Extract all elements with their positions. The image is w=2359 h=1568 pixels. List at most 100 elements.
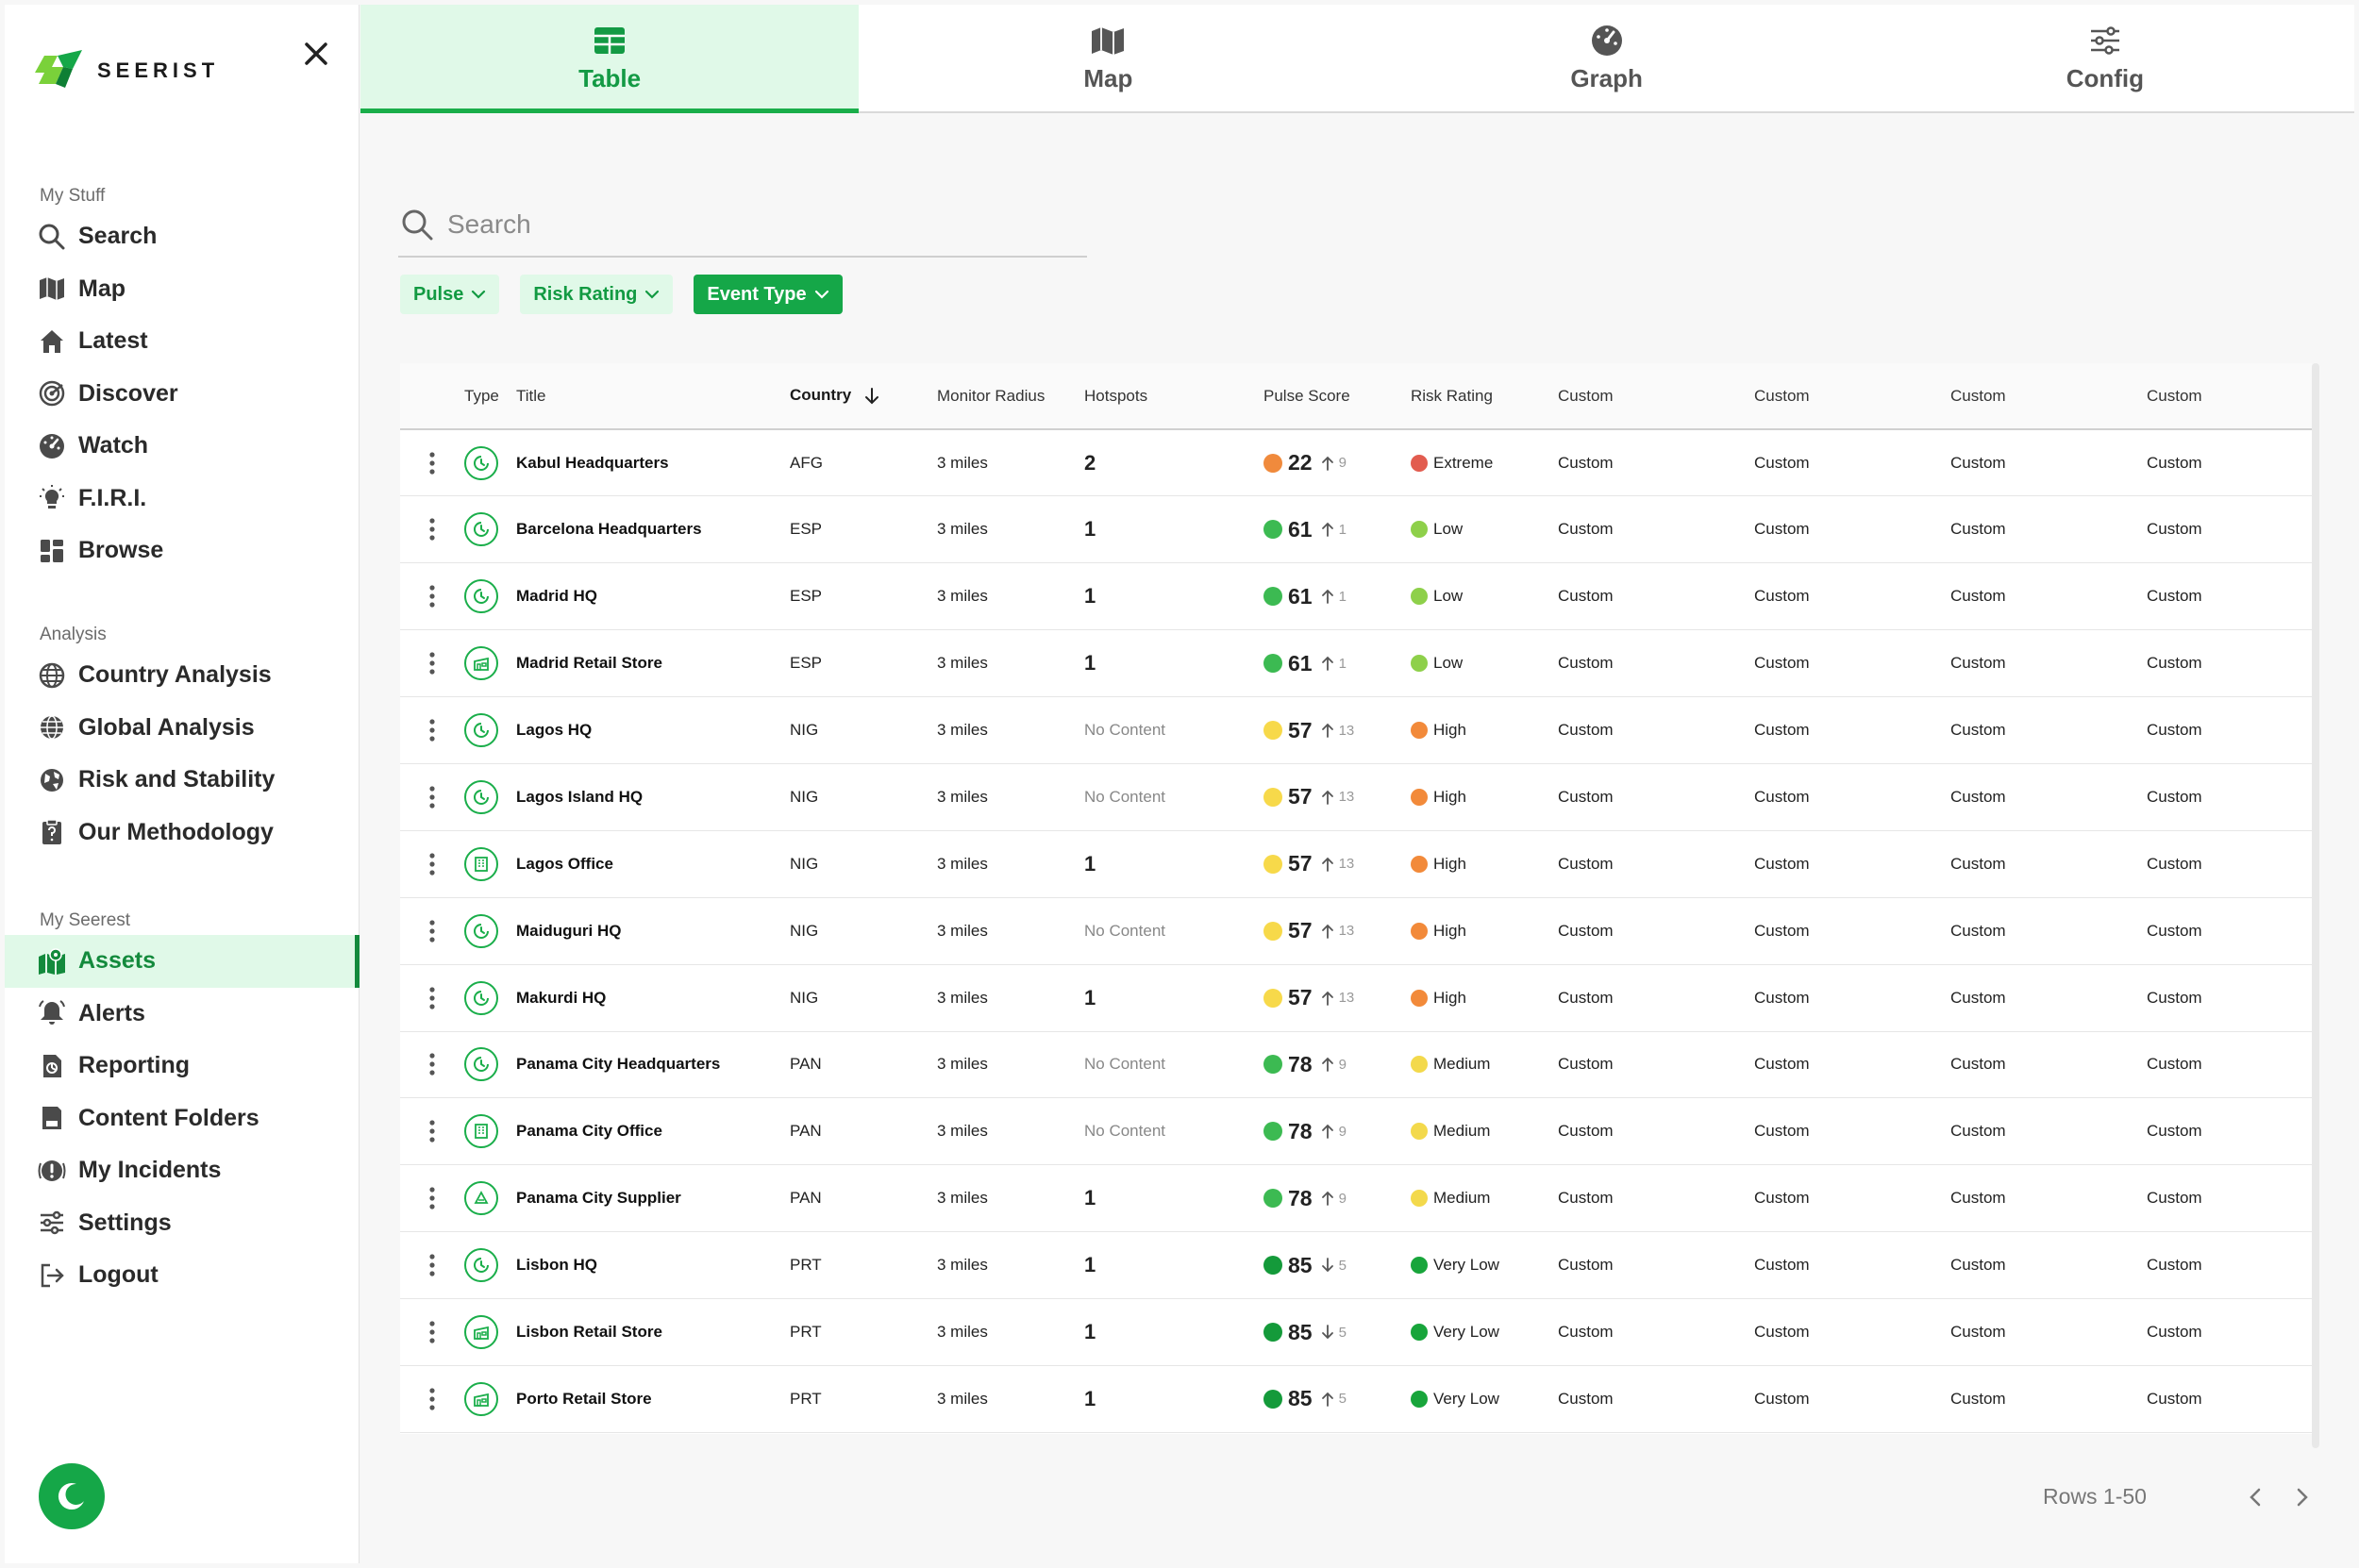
column-header-custom-11[interactable]: Custom — [2147, 363, 2312, 429]
row-menu-button[interactable] — [400, 919, 464, 943]
asset-title[interactable]: Makurdi HQ — [516, 988, 607, 1007]
column-header-pulse-score[interactable]: Pulse Score — [1263, 363, 1411, 429]
asset-title[interactable]: Panama City Supplier — [516, 1189, 681, 1208]
asset-title[interactable]: Lagos Island HQ — [516, 787, 644, 806]
row-menu-button[interactable] — [400, 1253, 464, 1277]
table-row[interactable]: Porto Retail Store PRT 3 miles 1 85 5 Very Low… — [400, 1365, 2312, 1433]
sidebar-item-discover[interactable]: Discover — [5, 368, 360, 421]
row-menu-button[interactable] — [400, 1320, 464, 1344]
asset-title[interactable]: Madrid Retail Store — [516, 654, 662, 673]
seerist-logo[interactable]: SEERIST — [31, 46, 219, 95]
table-scrollbar[interactable] — [2312, 363, 2319, 1448]
risk-rating-dot — [1411, 1056, 1428, 1074]
asset-title[interactable]: Lagos HQ — [516, 721, 593, 739]
row-menu-button[interactable] — [400, 718, 464, 742]
asset-title[interactable]: Maiduguri HQ — [516, 921, 622, 940]
sidebar-item-f-i-r-i[interactable]: F.I.R.I. — [5, 473, 360, 525]
sidebar-item-alerts[interactable]: Alerts — [5, 988, 360, 1041]
table-icon — [592, 23, 627, 58]
sidebar-item-our-methodology[interactable]: Our Methodology — [5, 807, 360, 859]
sidebar-item-risk-and-stability[interactable]: Risk and Stability — [5, 754, 360, 807]
table-row[interactable]: Lagos Office NIG 3 miles 1 57 13 High Custom Cus… — [400, 830, 2312, 898]
custom-cell: Custom — [1558, 520, 1614, 539]
row-menu-button[interactable] — [400, 986, 464, 1010]
table-row[interactable]: Makurdi HQ NIG 3 miles 1 57 13 High Custom Custo… — [400, 964, 2312, 1032]
column-header-country[interactable]: Country — [790, 363, 937, 429]
table-row[interactable]: Panama City Supplier PAN 3 miles 1 78 9 Medium… — [400, 1165, 2312, 1232]
asset-title[interactable]: Kabul Headquarters — [516, 453, 669, 472]
asset-title[interactable]: Madrid HQ — [516, 587, 597, 606]
sidebar-item-logout[interactable]: Logout — [5, 1249, 360, 1302]
asset-title[interactable]: Barcelona Headquarters — [516, 520, 702, 539]
column-header-custom-8[interactable]: Custom — [1558, 363, 1754, 429]
sidebar-item-watch[interactable]: Watch — [5, 420, 360, 473]
custom-cell: Custom — [2147, 587, 2202, 606]
column-header-risk-rating[interactable]: Risk Rating — [1411, 363, 1558, 429]
column-header-type[interactable]: Type — [464, 363, 516, 429]
row-menu-button[interactable] — [400, 1387, 464, 1411]
arrow-down-icon — [1321, 1325, 1333, 1340]
sidebar-item-search[interactable]: Search — [5, 210, 360, 263]
table-row[interactable]: Panama City Office PAN 3 miles No Content 78… — [400, 1098, 2312, 1165]
table-row[interactable]: Madrid HQ ESP 3 miles 1 61 1 Low Custom Custom Cu… — [400, 563, 2312, 630]
sidebar-item-assets[interactable]: Assets — [5, 935, 360, 988]
tab-graph[interactable]: Graph — [1358, 5, 1856, 111]
table-row[interactable]: Panama City Headquarters PAN 3 miles No Con… — [400, 1031, 2312, 1098]
table-row[interactable]: Kabul Headquarters AFG 3 miles 2 22 9 Extreme C… — [400, 429, 2312, 496]
table-row[interactable]: Lagos Island HQ NIG 3 miles No Content 57 13 H… — [400, 763, 2312, 831]
sidebar-item-settings[interactable]: Settings — [5, 1197, 360, 1250]
filter-risk-rating[interactable]: Risk Rating — [520, 275, 674, 314]
search-input[interactable] — [447, 209, 1051, 240]
table-row[interactable]: Lisbon HQ PRT 3 miles 1 85 5 Very Low Custom Cus… — [400, 1232, 2312, 1299]
column-header-custom-10[interactable]: Custom — [1950, 363, 2147, 429]
tab-map[interactable]: Map — [859, 5, 1357, 111]
sidebar-item-map[interactable]: Map — [5, 263, 360, 316]
row-menu-button[interactable] — [400, 852, 464, 876]
asset-title[interactable]: Lisbon Retail Store — [516, 1323, 662, 1342]
tab-table[interactable]: Table — [360, 5, 860, 113]
row-menu-button[interactable] — [400, 517, 464, 542]
row-menu-button[interactable] — [400, 451, 464, 475]
sidebar-item-reporting[interactable]: Reporting — [5, 1040, 360, 1093]
table-row[interactable]: Barcelona Headquarters ESP 3 miles 1 61 1 Low C… — [400, 496, 2312, 563]
custom-cell: Custom — [2147, 1122, 2202, 1141]
sidebar-item-content-folders[interactable]: Content Folders — [5, 1093, 360, 1145]
next-page-button[interactable] — [2288, 1481, 2317, 1513]
previous-page-button[interactable] — [2241, 1481, 2269, 1513]
tab-config[interactable]: Config — [1856, 5, 2354, 111]
row-menu-button[interactable] — [400, 785, 464, 809]
table-row[interactable]: Lagos HQ NIG 3 miles No Content 57 13 High Cust… — [400, 697, 2312, 764]
asset-title[interactable]: Porto Retail Store — [516, 1389, 652, 1408]
row-menu-button[interactable] — [400, 1186, 464, 1210]
row-menu-button[interactable] — [400, 1119, 464, 1143]
arrow-up-icon — [1321, 589, 1333, 605]
arrow-up-icon — [1321, 1392, 1333, 1407]
custom-cell: Custom — [1558, 1189, 1614, 1208]
type-cell — [464, 630, 516, 697]
column-header-actions — [400, 363, 464, 429]
dark-mode-toggle[interactable] — [39, 1463, 105, 1529]
sidebar-item-my-incidents[interactable]: My Incidents — [5, 1144, 360, 1197]
row-menu-button[interactable] — [400, 1052, 464, 1076]
column-header-monitor-radius[interactable]: Monitor Radius — [937, 363, 1084, 429]
row-menu-button[interactable] — [400, 651, 464, 676]
column-header-hotspots[interactable]: Hotspots — [1084, 363, 1263, 429]
asset-title[interactable]: Lagos Office — [516, 854, 613, 873]
table-row[interactable]: Madrid Retail Store ESP 3 miles 1 61 1 Low Cust… — [400, 630, 2312, 697]
filter-event-type[interactable]: Event Type — [694, 275, 843, 314]
column-header-title[interactable]: Title — [516, 363, 790, 429]
sidebar-item-country-analysis[interactable]: Country Analysis — [5, 649, 360, 702]
row-menu-button[interactable] — [400, 584, 464, 609]
close-sidebar-button[interactable] — [297, 35, 335, 73]
table-row[interactable]: Maiduguri HQ NIG 3 miles No Content 57 13 High… — [400, 897, 2312, 965]
sidebar-item-latest[interactable]: Latest — [5, 315, 360, 368]
asset-title[interactable]: Panama City Office — [516, 1122, 662, 1141]
asset-type-clock-icon — [464, 913, 498, 948]
column-header-custom-9[interactable]: Custom — [1754, 363, 1950, 429]
table-row[interactable]: Lisbon Retail Store PRT 3 miles 1 85 5 Very Lo… — [400, 1299, 2312, 1366]
asset-title[interactable]: Panama City Headquarters — [516, 1055, 721, 1074]
asset-title[interactable]: Lisbon HQ — [516, 1256, 597, 1275]
sidebar-item-global-analysis[interactable]: Global Analysis — [5, 702, 360, 755]
sidebar-item-browse[interactable]: Browse — [5, 525, 360, 577]
filter-pulse[interactable]: Pulse — [400, 275, 500, 314]
